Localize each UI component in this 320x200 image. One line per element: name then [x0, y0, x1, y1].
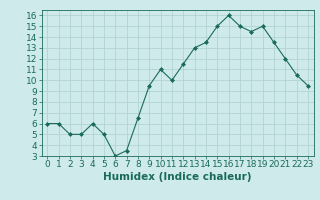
- X-axis label: Humidex (Indice chaleur): Humidex (Indice chaleur): [103, 172, 252, 182]
